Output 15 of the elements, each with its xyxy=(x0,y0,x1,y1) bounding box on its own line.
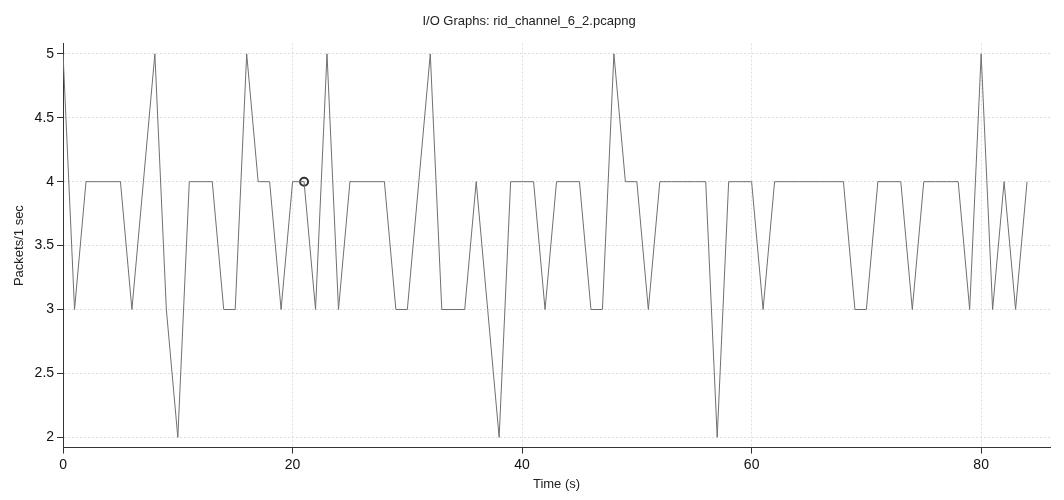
x-tick-label: 20 xyxy=(284,455,301,472)
x-tick-label: 60 xyxy=(743,455,760,472)
y-tick-label: 3.5 xyxy=(34,236,55,253)
y-tick-label: 4 xyxy=(46,172,55,189)
y-tick-label: 5 xyxy=(46,44,55,61)
y-tick-label: 4.5 xyxy=(34,108,55,125)
y-tick-label: 3 xyxy=(46,300,55,317)
x-axis-title: Time (s) xyxy=(532,475,581,491)
y-tick-label: 2 xyxy=(46,428,55,445)
y-tick-label: 2.5 xyxy=(34,364,55,381)
x-tick-label: 80 xyxy=(973,455,990,472)
x-tick-label: 0 xyxy=(59,455,68,472)
chart-title: I/O Graphs: rid_channel_6_2.pcapng xyxy=(422,13,636,29)
y-axis-title: Packets/1 sec xyxy=(11,204,27,287)
x-tick-label: 40 xyxy=(514,455,531,472)
